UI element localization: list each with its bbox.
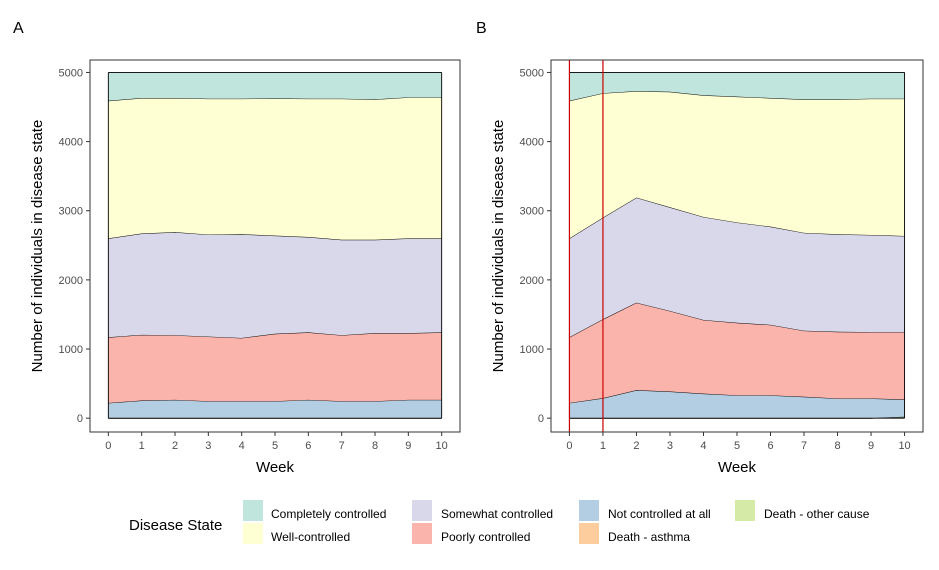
x-tick-label-a-9: 9 <box>405 440 411 452</box>
x-tick-label-b-1: 1 <box>600 440 606 452</box>
y-tick-label-b-5000: 5000 <box>520 67 544 79</box>
x-tick-label-a-3: 3 <box>205 440 211 452</box>
area-a-well-controlled <box>108 97 442 240</box>
x-tick-label-b-2: 2 <box>633 440 639 452</box>
legend-swatch-well-controlled <box>243 523 263 544</box>
legend-label-not-controlled-at-all: Not controlled at all <box>608 507 711 521</box>
legend-title: Disease State <box>129 517 222 534</box>
x-tick-label-a-0: 0 <box>105 440 111 452</box>
legend-swatch-somewhat-controlled <box>412 500 432 521</box>
x-tick-label-b-9: 9 <box>868 440 874 452</box>
y-tick-label-b-0: 0 <box>538 413 544 425</box>
y-tick-label-a-2000: 2000 <box>59 275 83 287</box>
panel-a-chart: 0 1000 2000 3000 4000 5000 0 1 2 3 4 5 6 7 8 9 10 Week Num… <box>29 59 461 476</box>
x-tick-label-b-3: 3 <box>667 440 673 452</box>
legend-item-death-asthma: Death - asthma <box>579 523 690 544</box>
legend-label-completely-controlled: Completely controlled <box>271 507 386 521</box>
legend-label-well-controlled: Well-controlled <box>271 530 350 544</box>
y-tick-label-b-2000: 2000 <box>520 275 544 287</box>
area-b-completely-controlled <box>569 72 905 101</box>
y-tick-label-a-3000: 3000 <box>59 206 83 218</box>
panel-a-tag: A <box>13 20 24 37</box>
y-tick-label-a-0: 0 <box>77 413 83 425</box>
legend-item-death-other-cause: Death - other cause <box>735 500 870 521</box>
x-tick-label-a-10: 10 <box>436 440 448 452</box>
x-tick-label-a-1: 1 <box>139 440 145 452</box>
legend-swatch-poorly-controlled <box>412 523 432 544</box>
area-a-somewhat-controlled <box>108 232 442 338</box>
legend-swatch-completely-controlled <box>243 500 263 521</box>
y-tick-label-a-1000: 1000 <box>59 344 83 356</box>
y-tick-label-a-4000: 4000 <box>59 137 83 149</box>
x-tick-label-a-5: 5 <box>272 440 278 452</box>
legend-swatch-death-asthma <box>579 523 599 544</box>
legend-label-poorly-controlled: Poorly controlled <box>441 530 530 544</box>
legend-label-death-asthma: Death - asthma <box>608 530 690 544</box>
x-tick-label-b-5: 5 <box>734 440 740 452</box>
legend-swatch-not-controlled-at-all <box>579 500 599 521</box>
area-b-well-controlled <box>569 91 905 239</box>
x-tick-label-a-6: 6 <box>305 440 311 452</box>
panel-b-chart: 0 1000 2000 3000 4000 5000 0 1 2 3 4 5 6 7 8 9 10 Week Num… <box>490 59 924 476</box>
area-a-completely-controlled <box>108 72 442 101</box>
x-tick-label-a-7: 7 <box>339 440 345 452</box>
x-tick-label-a-2: 2 <box>172 440 178 452</box>
area-a-poorly-controlled <box>108 332 442 403</box>
x-tick-label-b-10: 10 <box>898 440 910 452</box>
y-tick-label-b-1000: 1000 <box>520 344 544 356</box>
x-tick-label-b-7: 7 <box>801 440 807 452</box>
x-axis-title-a: Week <box>256 459 295 476</box>
x-tick-label-b-4: 4 <box>700 440 706 452</box>
legend-label-death-other-cause: Death - other cause <box>764 507 870 521</box>
y-tick-label-b-3000: 3000 <box>520 206 544 218</box>
x-tick-label-a-4: 4 <box>239 440 245 452</box>
area-a-not-controlled-at-all <box>108 399 442 419</box>
legend-label-somewhat-controlled: Somewhat controlled <box>441 507 553 521</box>
y-axis-title-a: Number of individuals in disease state <box>29 120 46 373</box>
panel-b-tag: B <box>476 20 487 37</box>
x-tick-label-b-8: 8 <box>834 440 840 452</box>
y-tick-label-a-5000: 5000 <box>59 67 83 79</box>
area-b-somewhat-controlled <box>569 197 905 338</box>
area-b-not-controlled-at-all <box>569 390 905 419</box>
legend-item-poorly-controlled: Poorly controlled <box>412 523 530 544</box>
legend: Disease State Completely controlled Well… <box>129 500 870 544</box>
legend-item-somewhat-controlled: Somewhat controlled <box>412 500 553 521</box>
legend-item-well-controlled: Well-controlled <box>243 523 350 544</box>
y-axis-title-b: Number of individuals in disease state <box>490 120 507 373</box>
legend-item-not-controlled-at-all: Not controlled at all <box>579 500 711 521</box>
legend-swatch-death-other-cause <box>735 500 755 521</box>
x-tick-label-b-0: 0 <box>566 440 572 452</box>
legend-item-completely-controlled: Completely controlled <box>243 500 386 521</box>
x-tick-label-a-8: 8 <box>372 440 378 452</box>
y-tick-label-b-4000: 4000 <box>520 137 544 149</box>
area-b-poorly-controlled <box>569 302 905 403</box>
x-tick-label-b-6: 6 <box>767 440 773 452</box>
x-axis-title-b: Week <box>718 459 757 476</box>
